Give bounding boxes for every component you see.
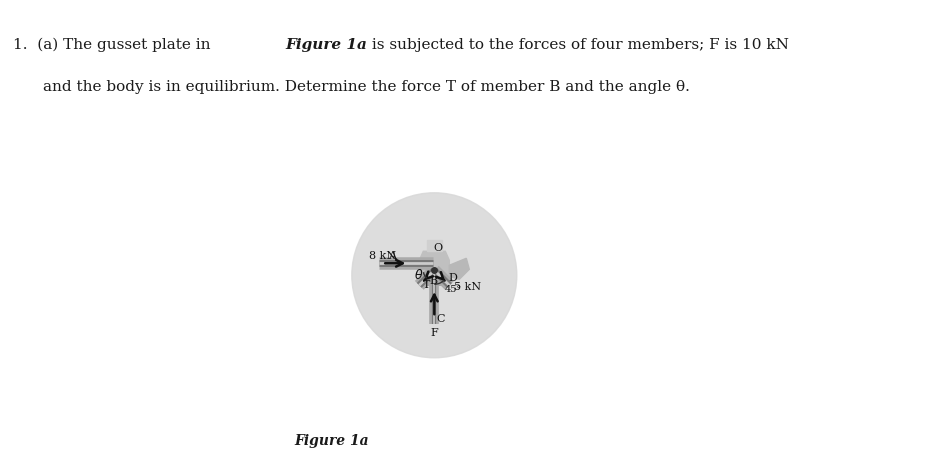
Ellipse shape — [352, 193, 517, 358]
Polygon shape — [449, 258, 469, 279]
Text: 5 kN: 5 kN — [454, 282, 481, 293]
Text: 45°: 45° — [445, 285, 462, 294]
Text: Figure 1a: Figure 1a — [285, 38, 367, 52]
Text: F: F — [431, 328, 438, 338]
Text: 8 kN: 8 kN — [369, 251, 396, 261]
Text: Figure 1a: Figure 1a — [294, 434, 369, 448]
Text: $\theta$: $\theta$ — [414, 268, 423, 282]
Text: 1.  (a) The gusset plate in: 1. (a) The gusset plate in — [13, 38, 216, 52]
Text: is subjected to the forces of four members; F is 10 kN: is subjected to the forces of four membe… — [367, 38, 789, 52]
Text: B: B — [430, 276, 437, 286]
Text: C: C — [436, 314, 445, 324]
Text: A: A — [389, 251, 396, 261]
Polygon shape — [419, 251, 449, 285]
Text: T: T — [422, 281, 430, 290]
Text: D: D — [448, 274, 457, 283]
Polygon shape — [425, 275, 444, 285]
Text: and the body is in equilibrium. Determine the force T of member B and the angle : and the body is in equilibrium. Determin… — [43, 80, 690, 94]
Polygon shape — [427, 240, 442, 251]
Text: O: O — [433, 243, 443, 254]
